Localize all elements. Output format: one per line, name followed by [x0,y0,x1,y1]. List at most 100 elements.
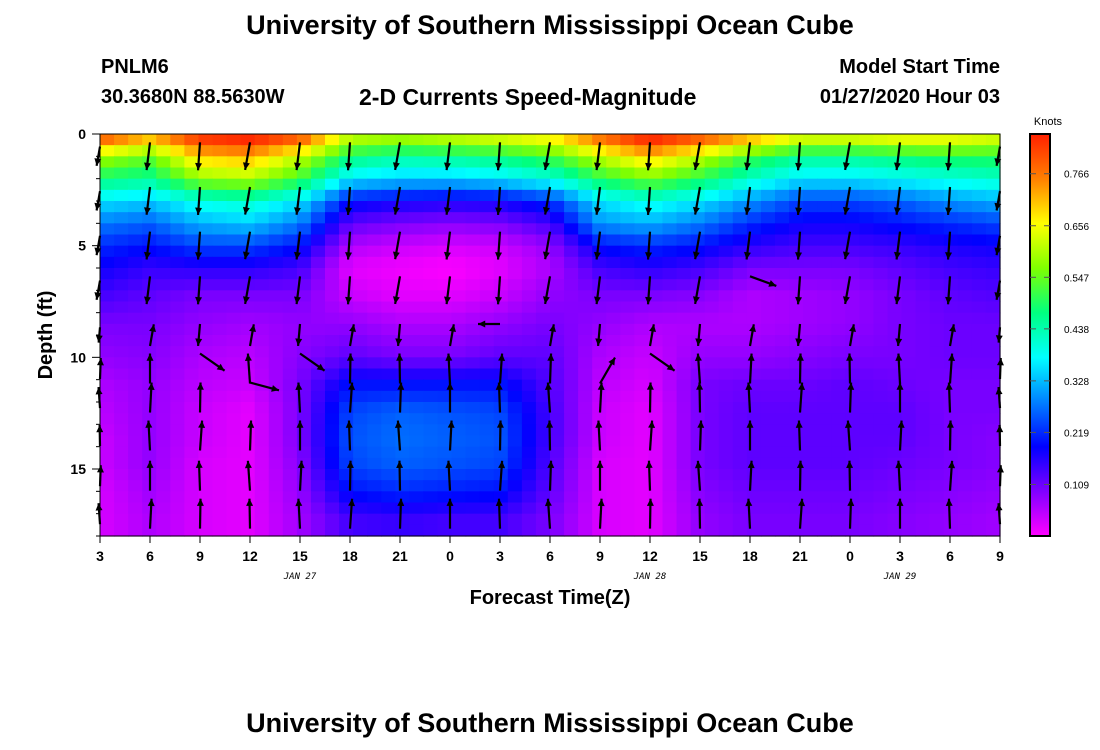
heatmap-cell [184,201,200,213]
heatmap-cell [789,167,804,180]
heatmap-cell [578,256,593,269]
heatmap-cell [746,335,762,347]
heatmap-cell [240,167,256,180]
heatmap-cell [325,502,340,515]
heatmap-cell [746,502,762,515]
heatmap-cell [915,223,931,236]
heatmap-cell [128,413,143,425]
heatmap-cell [437,268,453,280]
current-arrow [548,324,556,347]
heatmap-cell [915,189,931,202]
heatmap-cell [226,424,242,437]
heatmap-cell [859,201,875,213]
heatmap-cell [746,368,762,381]
heatmap-cell [775,446,790,459]
heatmap-cell [746,413,762,425]
heatmap-cell [690,312,706,325]
heatmap-cell [367,457,382,470]
heatmap-cell [465,502,481,515]
current-arrow [692,186,702,215]
heatmap-cell [690,502,706,515]
heatmap-cell [184,346,200,358]
heatmap-cell [887,189,903,202]
heatmap-cell [915,457,931,470]
heatmap-cell [859,279,875,291]
heatmap-cell [690,379,706,392]
heatmap-cell [859,178,875,191]
heatmap-cell [704,301,720,314]
heatmap-cell [901,469,917,481]
current-arrow [395,323,403,347]
heatmap-cell [887,513,903,526]
heatmap-cell [395,513,410,526]
heatmap-cell [760,379,776,392]
current-arrow [747,353,755,384]
heatmap-cell [114,368,129,381]
heatmap-cell [465,480,481,492]
heatmap-cell [184,390,200,403]
heatmap-cell [550,256,565,269]
heatmap-cell [704,513,720,526]
heatmap-cell [873,145,889,157]
heatmap-cell [170,290,185,303]
heatmap-cell [817,413,832,425]
heatmap-cell [831,223,846,236]
heatmap-cell [240,134,256,146]
arrow-head [296,420,304,428]
heatmap-cell [606,390,621,403]
heatmap-cell [170,212,185,224]
heatmap-cell [592,212,607,224]
heatmap-cell [873,323,889,336]
heatmap-cell [564,145,579,157]
arrow-head [444,296,451,305]
heatmap-cell [226,446,242,459]
heatmap-cell [353,268,368,280]
heatmap-cell [859,480,875,492]
current-arrow [196,382,204,413]
heatmap-cell [282,502,298,515]
heatmap-cell [859,402,875,414]
heatmap-cell [718,268,734,280]
current-arrow [595,323,603,347]
current-arrow [796,460,804,491]
heatmap-cell [648,402,664,414]
heatmap-cell [507,167,523,180]
arrow-head [747,460,755,469]
heatmap-cell [325,480,340,492]
heatmap-cell [156,502,171,515]
heatmap-cell [465,234,481,247]
heatmap-cell [507,301,523,314]
heatmap-cell [929,357,945,370]
heatmap-cell [634,424,650,437]
heatmap-cell [184,480,200,492]
heatmap-cell [521,312,537,325]
heatmap-cell [465,268,481,280]
arrow-head [346,353,354,361]
heatmap-cell [915,368,931,381]
heatmap-cell [831,245,846,258]
heatmap-cell [423,368,439,381]
heatmap-cell [114,469,129,481]
heatmap-cell [240,491,256,504]
heatmap-cell [704,134,720,146]
heatmap-cell [901,134,917,146]
heatmap-cell [887,424,903,437]
heatmap-cell [564,502,579,515]
heatmap-cell [493,256,509,269]
heatmap-cell [170,178,185,191]
heatmap-cell [648,223,664,236]
heatmap-cell [887,457,903,470]
heatmap-cell [325,424,340,437]
heatmap-cell [353,346,368,358]
heatmap-cell [198,256,214,269]
heatmap-cell [465,379,481,392]
heatmap-cell [803,256,818,269]
heatmap-cell [395,379,410,392]
arrow-head [795,207,803,215]
heatmap-cell [254,234,270,247]
heatmap-cell [971,480,987,492]
heatmap-cell [873,357,889,370]
heatmap-cell [564,435,579,448]
heatmap-cell [606,201,621,213]
heatmap-cell [929,513,945,526]
